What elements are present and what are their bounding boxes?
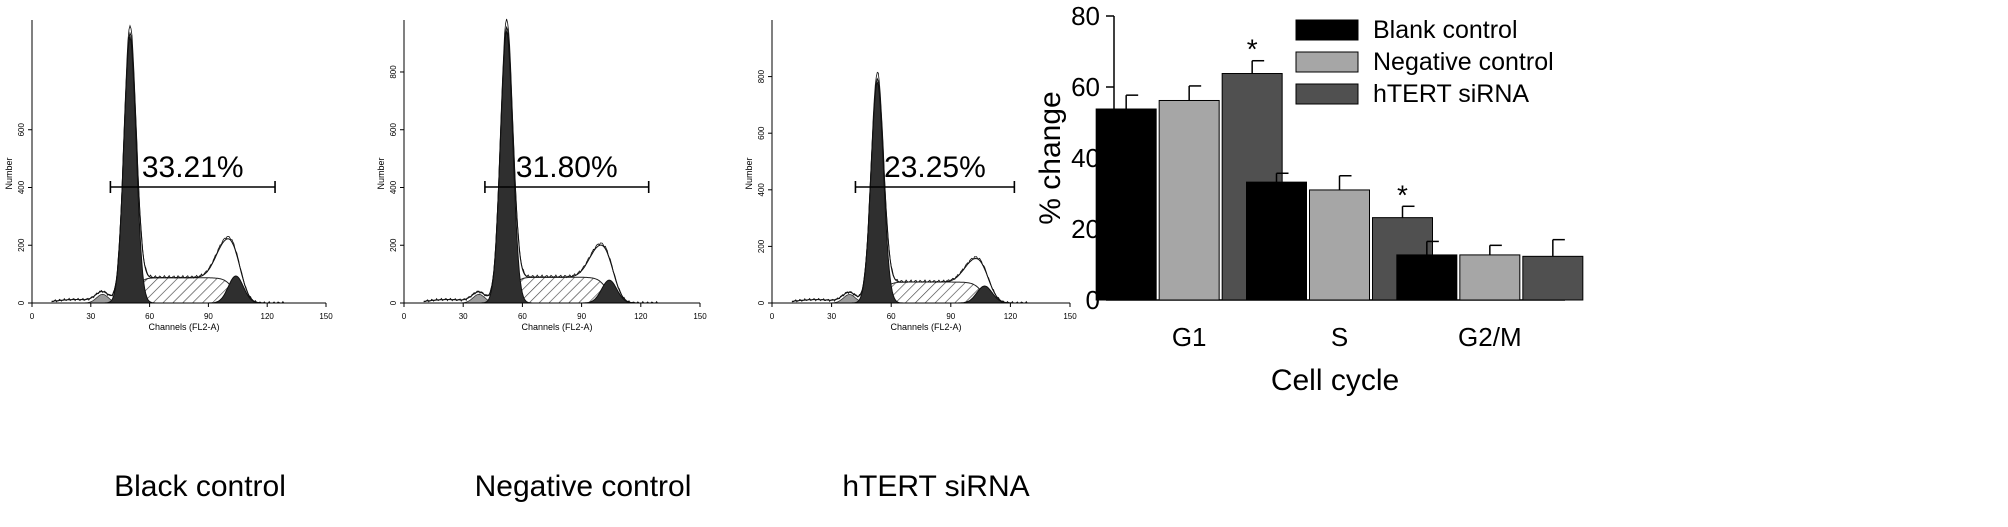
bar [1396, 254, 1458, 301]
x-axis-label: Channels (FL2-A) [148, 322, 219, 332]
y-tick-label: 400 [17, 180, 26, 194]
histogram-panel-htert-sirna: 0 30 60 90 120 150 0 200 400 600 800 Channels (FL2-… [744, 20, 1077, 503]
y-tick-label: 400 [389, 180, 398, 194]
x-axis-label: Channels (FL2-A) [521, 322, 592, 332]
x-tick-label: 150 [693, 312, 707, 321]
x-tick-label: 0 [402, 312, 407, 321]
x-tick-label: 60 [887, 312, 896, 321]
bar [1246, 181, 1307, 301]
significance-mark: * [1247, 34, 1258, 65]
y-axis-label: Number [744, 157, 754, 189]
percent-label: 23.25% [884, 151, 986, 184]
y-tick-label: 200 [389, 238, 398, 252]
x-axis-label: Channels (FL2-A) [890, 322, 961, 332]
x-axis-label: Cell cycle [1271, 364, 1399, 397]
x-tick-label: 30 [86, 312, 95, 321]
legend-swatch [1295, 19, 1359, 41]
y-tick-label: 600 [757, 126, 766, 140]
histogram-outline-raw [51, 24, 287, 304]
y-axis-label: % change [1034, 91, 1067, 224]
percent-label: 31.80% [516, 151, 618, 184]
x-tick-label: G2/M [1458, 322, 1522, 352]
y-tick-label: 800 [389, 65, 398, 79]
y-tick-label: 200 [17, 238, 26, 252]
legend-swatch [1295, 51, 1359, 73]
y-tick-label: 0 [757, 300, 766, 305]
y-axis-label: Number [376, 157, 386, 189]
histogram-outline-raw [423, 18, 661, 304]
x-tick-label: 150 [319, 312, 333, 321]
x-tick-label: 0 [30, 312, 35, 321]
histogram-panel-black-control: 0 30 60 90 120 150 0 200 400 600 Channels (FL2-A) N… [4, 20, 333, 503]
histogram-panel-negative-control: 0 30 60 90 120 150 0 200 400 600 800 Channels (FL2-… [376, 18, 707, 503]
x-tick-label: 60 [145, 312, 154, 321]
y-tick-label: 0 [389, 300, 398, 305]
y-tick-label: 600 [389, 123, 398, 137]
y-tick-label: 60 [1071, 72, 1100, 102]
y-tick-label: 400 [757, 183, 766, 197]
x-tick-label: G1 [1172, 322, 1207, 352]
x-tick-label: 30 [827, 312, 836, 321]
y-tick-label: 80 [1071, 1, 1100, 31]
x-tick-label: 120 [1004, 312, 1018, 321]
y-tick-label: 40 [1071, 143, 1100, 173]
significance-mark: * [1397, 179, 1408, 210]
bar [1522, 255, 1584, 301]
x-tick-label: 120 [634, 312, 648, 321]
x-tick-label: 90 [577, 312, 586, 321]
bar [1095, 108, 1157, 301]
legend-label: Negative control [1373, 48, 1554, 76]
x-tick-label: 150 [1063, 312, 1077, 321]
x-tick-label: 90 [204, 312, 213, 321]
y-axis-label: Number [4, 157, 14, 189]
x-tick-label: 120 [261, 312, 275, 321]
bar [1158, 99, 1220, 301]
panel-label: hTERT siRNA [842, 470, 1029, 503]
x-tick-label: 30 [459, 312, 468, 321]
percent-label: 33.21% [142, 151, 244, 184]
x-tick-label: 0 [770, 312, 775, 321]
y-tick-label: 0 [17, 300, 26, 305]
bar [1459, 254, 1521, 301]
y-tick-label: 600 [17, 123, 26, 137]
panel-label: Black control [114, 470, 286, 503]
x-tick-label: S [1331, 322, 1348, 352]
legend-label: hTERT siRNA [1373, 80, 1529, 108]
histogram-outline [791, 77, 1031, 304]
y-tick-label: 20 [1071, 214, 1100, 244]
legend-label: Blank control [1373, 16, 1518, 44]
g1-peak-area [791, 80, 1031, 304]
legend-swatch [1295, 83, 1359, 105]
y-tick-label: 800 [757, 69, 766, 83]
panel-label: Negative control [475, 470, 692, 503]
x-tick-label: 90 [946, 312, 955, 321]
histogram-outline-raw [791, 71, 1031, 304]
x-tick-label: 60 [518, 312, 527, 321]
y-tick-label: 200 [757, 239, 766, 253]
bar [1309, 189, 1370, 301]
